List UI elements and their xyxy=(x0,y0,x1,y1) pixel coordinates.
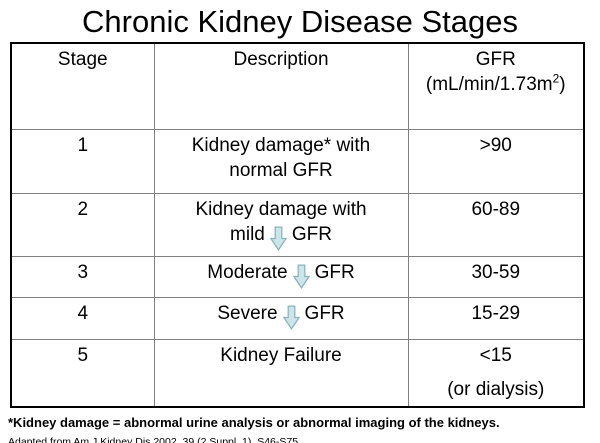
table-row-stage-1: 1 Kidney damage* with normal GFR >90 xyxy=(10,128,585,194)
table-row-stage-2: 2 Kidney damage with mild GFR 60-89 xyxy=(10,192,585,257)
gfr-unit-superscript: 2 xyxy=(552,71,560,86)
gfr-cell: <15 (or dialysis) xyxy=(407,338,585,408)
gfr-unit-close: ) xyxy=(559,74,566,96)
stage-cell: 4 xyxy=(10,296,155,340)
header-gfr-unit: (mL/min/1.73m2) xyxy=(411,72,582,97)
gfr-cell: 30-59 xyxy=(407,255,585,298)
decreased-gfr-down-arrow-icon xyxy=(282,305,300,331)
description-line: Kidney damage* with xyxy=(191,134,371,156)
stage-cell: 2 xyxy=(10,192,155,257)
footnote-kidney-damage: *Kidney damage = abnormal urine analysis… xyxy=(8,415,500,431)
gfr-cell: >90 xyxy=(407,128,585,194)
description-cell: Moderate GFR xyxy=(153,255,409,298)
gfr-cell: 15-29 xyxy=(407,296,585,340)
description-text: GFR xyxy=(314,261,355,283)
decreased-gfr-down-arrow-icon xyxy=(292,264,310,290)
description-text: Moderate xyxy=(207,261,288,283)
description-text: GFR xyxy=(304,302,345,324)
table-row-stage-3: 3 Moderate GFR 30-59 xyxy=(10,255,585,298)
header-stage: Stage xyxy=(10,42,155,130)
ckd-stages-table: Stage Description GFR (mL/min/1.73m2) 1 … xyxy=(10,42,585,409)
description-line: normal GFR xyxy=(229,159,333,181)
gfr-dialysis-note: (or dialysis) xyxy=(447,378,545,400)
footnote-source: Adapted from Am J Kidney Dis 2002, 39 (2… xyxy=(8,435,301,443)
description-cell: Kidney Failure xyxy=(153,338,409,408)
table-row-stage-4: 4 Severe GFR 15-29 xyxy=(10,296,585,340)
stage-cell: 5 xyxy=(10,338,155,408)
description-text: mild xyxy=(230,223,265,245)
stage-cell: 1 xyxy=(10,128,155,194)
table-header-row: Stage Description GFR (mL/min/1.73m2) xyxy=(10,42,585,130)
header-gfr: GFR (mL/min/1.73m2) xyxy=(407,42,585,130)
description-line: mild GFR xyxy=(157,222,406,252)
description-cell: Kidney damage* with normal GFR xyxy=(153,128,409,194)
description-text: GFR xyxy=(291,223,332,245)
description-cell: Severe GFR xyxy=(153,296,409,340)
stage-cell: 3 xyxy=(10,255,155,298)
header-description: Description xyxy=(153,42,409,130)
table-row-stage-5: 5 Kidney Failure <15 (or dialysis) xyxy=(10,338,585,408)
header-stage-label: Stage xyxy=(57,49,108,71)
header-gfr-label: GFR xyxy=(475,49,516,71)
description-cell: Kidney damage with mild GFR xyxy=(153,192,409,257)
decreased-gfr-down-arrow-icon xyxy=(269,226,288,252)
gfr-unit-base: (mL/min/1.73m xyxy=(425,74,553,96)
gfr-cell: 60-89 xyxy=(407,192,585,257)
description-text: Severe xyxy=(217,302,278,324)
description-line: Kidney damage with xyxy=(195,198,367,220)
page-title: Chronic Kidney Disease Stages xyxy=(82,4,518,39)
gfr-value: <15 xyxy=(479,344,512,366)
header-description-label: Description xyxy=(233,49,329,71)
